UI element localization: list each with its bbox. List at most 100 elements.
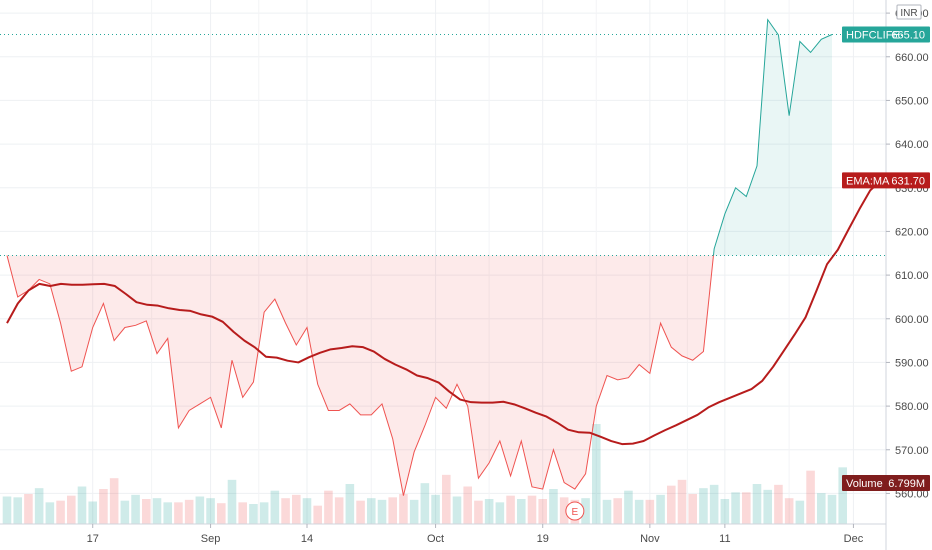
volume-bar xyxy=(56,500,65,524)
volume-bar xyxy=(195,496,205,524)
volume-bar xyxy=(817,493,826,524)
volume-bar xyxy=(624,490,633,524)
volume-bar xyxy=(517,499,526,524)
volume-bar xyxy=(24,494,33,524)
volume-bar xyxy=(2,496,12,524)
volume-bar xyxy=(731,492,740,524)
y-tick-label: 650.00 xyxy=(895,95,929,107)
y-tick-label: 620.00 xyxy=(895,226,929,238)
volume-bar xyxy=(313,505,322,524)
volume-bar xyxy=(527,495,537,524)
volume-bar xyxy=(131,494,140,524)
volume-bar xyxy=(99,489,108,524)
volume-bar xyxy=(163,502,172,524)
volume-bar xyxy=(677,479,687,524)
grid xyxy=(0,0,886,524)
volume-bar xyxy=(752,484,762,524)
volume-bar xyxy=(656,494,665,524)
ema-price-value: 631.70 xyxy=(891,175,925,187)
price-labels: HDFCLIFE·665.10 EMA:MA 631.70 Volume 6.799M xyxy=(842,26,930,491)
volume-bar xyxy=(452,496,462,524)
currency-label: INR xyxy=(900,8,917,19)
volume-bar xyxy=(742,492,751,524)
x-tick-label: 17 xyxy=(87,533,99,545)
volume-bar xyxy=(356,500,365,524)
y-tick-label: 570.00 xyxy=(895,445,929,457)
ema-price-badge xyxy=(842,172,930,189)
volume-bar xyxy=(367,498,376,524)
volume-bar xyxy=(249,504,258,524)
x-tick-label: Nov xyxy=(640,533,660,545)
volume-bar xyxy=(77,486,87,524)
volume-bar xyxy=(345,484,355,524)
volume-bar xyxy=(302,498,312,524)
volume-bar xyxy=(377,499,387,524)
volume-bar xyxy=(152,498,162,524)
volume-bar xyxy=(431,494,440,524)
volume-bar xyxy=(592,424,601,524)
last-price-value: 665.10 xyxy=(891,29,925,41)
volume-bar xyxy=(324,490,333,524)
volume-bar xyxy=(613,498,622,524)
volume-bar xyxy=(88,501,97,524)
volume-bar xyxy=(538,499,547,524)
x-tick-label: 19 xyxy=(537,533,549,545)
area-above-baseline xyxy=(713,19,832,256)
volume-bar xyxy=(484,499,494,524)
y-tick-label: 600.00 xyxy=(895,314,929,326)
volume-bar xyxy=(388,497,397,524)
baseline-area xyxy=(7,19,832,496)
area-below-baseline xyxy=(7,255,832,496)
volume-bar xyxy=(699,488,708,524)
volume-bar xyxy=(142,499,151,524)
volume-bar xyxy=(709,484,719,524)
volume-bar xyxy=(120,500,130,524)
volume-bar xyxy=(806,470,815,524)
y-tick-label: 560.00 xyxy=(895,488,929,500)
volume-bar xyxy=(645,499,655,524)
volume-bar xyxy=(270,490,280,524)
volume-bar xyxy=(559,497,569,524)
x-tick-label: Dec xyxy=(844,533,864,545)
x-tick-label: Sep xyxy=(201,533,221,545)
y-tick-label: 640.00 xyxy=(895,139,929,151)
volume-bar xyxy=(795,500,805,524)
volume-bar xyxy=(784,498,794,524)
volume-bar xyxy=(463,486,472,524)
volume-bar xyxy=(45,502,55,524)
volume-bar xyxy=(67,495,76,524)
price-line-down xyxy=(6,255,714,496)
volume-bar xyxy=(720,499,730,524)
volume-bar xyxy=(238,502,247,524)
volume-bar xyxy=(774,484,783,524)
volume-value: 6.799M xyxy=(888,478,925,490)
volume-bar xyxy=(581,498,590,524)
y-tick-label: 580.00 xyxy=(895,401,929,413)
volume-bar xyxy=(420,483,430,524)
volume-bar xyxy=(634,499,644,524)
volume-bar xyxy=(334,497,344,524)
volume-bar xyxy=(442,474,451,524)
volume-name: Volume xyxy=(846,478,883,490)
x-tick-label: 14 xyxy=(301,533,313,545)
volume-bar xyxy=(409,499,419,524)
volume-bar xyxy=(109,478,119,524)
volume-bar xyxy=(184,499,194,524)
volume-bar xyxy=(506,495,515,524)
volume-bar xyxy=(474,500,483,524)
last-price-badge xyxy=(842,26,930,43)
volume-bar xyxy=(281,498,290,524)
price-series xyxy=(6,18,833,496)
volume-bar xyxy=(259,502,269,524)
volume-bar xyxy=(688,494,697,524)
volume-bar xyxy=(495,502,505,524)
volume-bar xyxy=(549,489,558,524)
y-tick-label: 590.00 xyxy=(895,357,929,369)
ema-series xyxy=(6,179,882,446)
x-tick-label: Oct xyxy=(427,533,444,545)
volume-badge xyxy=(842,475,930,491)
ema-price-name: EMA:MA xyxy=(846,175,890,187)
